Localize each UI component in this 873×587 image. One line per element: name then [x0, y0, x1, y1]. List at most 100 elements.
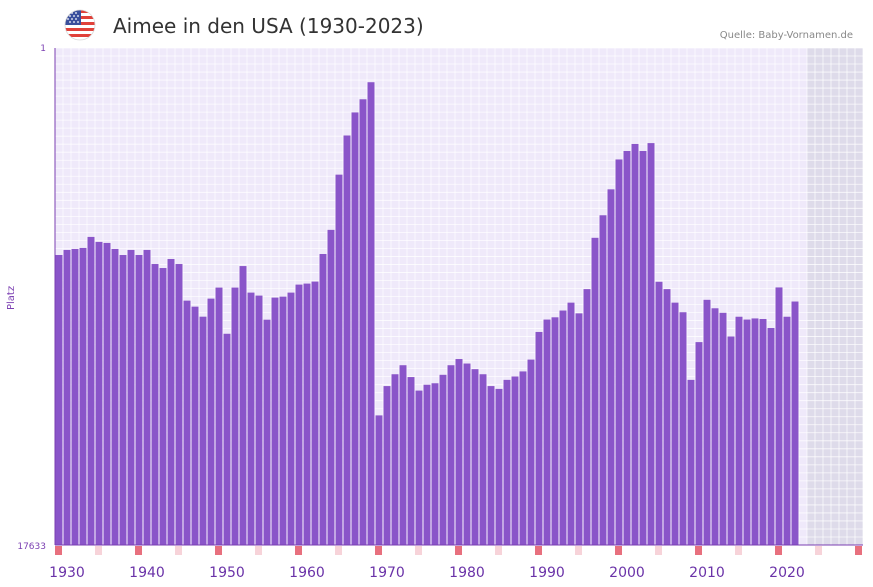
- half-decade-marker-1974: [415, 546, 422, 555]
- bar-1956: [271, 297, 279, 545]
- decade-marker-2019: [775, 546, 782, 555]
- bar-2019: [775, 287, 783, 545]
- bar-2003: [647, 143, 655, 545]
- bar-1966: [351, 112, 359, 546]
- y-tick-label-top: 1: [40, 44, 46, 54]
- bar-1961: [311, 281, 319, 545]
- bar-2005: [663, 289, 671, 545]
- bar-1996: [591, 237, 599, 546]
- half-decade-marker-2004: [655, 546, 662, 555]
- bar-2009: [695, 342, 703, 545]
- half-decade-marker-1964: [335, 546, 342, 555]
- bar-1979: [455, 359, 463, 545]
- bar-1963: [327, 229, 335, 545]
- bar-1988: [527, 359, 535, 545]
- bar-2011: [711, 308, 719, 545]
- bar-1960: [303, 283, 311, 545]
- bars: [55, 82, 799, 546]
- bar-1976: [431, 383, 439, 545]
- decade-markers: [55, 546, 862, 555]
- bar-1934: [95, 241, 103, 546]
- bar-1967: [359, 99, 367, 545]
- bar-1984: [495, 388, 503, 545]
- bar-1946: [191, 306, 199, 545]
- bar-1941: [151, 264, 159, 545]
- bar-1971: [391, 374, 399, 545]
- bar-2010: [703, 299, 711, 545]
- x-tick-label-2020: 2020: [769, 565, 805, 581]
- chart-title: Aimee in den USA (1930-2023): [113, 14, 424, 38]
- bar-1965: [343, 135, 351, 545]
- y-tick-label-bottom: 17633: [17, 542, 46, 552]
- bar-1990: [543, 319, 551, 545]
- bar-1935: [103, 242, 111, 545]
- bar-1999: [615, 159, 623, 545]
- bar-1959: [295, 284, 303, 545]
- decade-marker-1989: [535, 546, 542, 555]
- bar-1964: [335, 174, 343, 545]
- bar-1981: [471, 369, 479, 545]
- bar-1978: [447, 365, 455, 545]
- bar-1958: [287, 292, 295, 545]
- bar-1945: [183, 300, 191, 545]
- bar-2000: [623, 150, 631, 545]
- bar-2002: [639, 150, 647, 545]
- bar-2021: [791, 301, 799, 545]
- bar-1992: [559, 310, 567, 545]
- source-credit: Quelle: Baby-Vornamen.de: [719, 30, 853, 41]
- bar-1930: [63, 249, 71, 545]
- x-tick-label-1940: 1940: [129, 565, 165, 581]
- bar-1937: [119, 255, 127, 545]
- bar-1995: [583, 289, 591, 545]
- bar-1970: [383, 386, 391, 545]
- bar-2001: [631, 143, 639, 545]
- bar-1942: [159, 268, 167, 545]
- bar-1989: [535, 331, 543, 545]
- bar-1948: [207, 298, 215, 545]
- x-tick-label-1970: 1970: [369, 565, 405, 581]
- bar-1931: [71, 248, 79, 545]
- decade-marker-1929: [55, 546, 62, 555]
- bar-2018: [767, 328, 775, 545]
- decade-marker-2009: [695, 546, 702, 555]
- bar-1938: [127, 249, 135, 545]
- bar-1947: [199, 316, 207, 545]
- bar-2004: [655, 281, 663, 545]
- bar-1974: [415, 390, 423, 545]
- decade-marker-1999: [615, 546, 622, 555]
- bar-1939: [135, 255, 143, 545]
- bar-2015: [743, 319, 751, 545]
- half-decade-marker-1994: [575, 546, 582, 555]
- x-tick-labels: 1930 1940 1950 1960 1970 1980 1990 2000 2010 2020: [49, 565, 805, 581]
- bar-2020: [783, 316, 791, 545]
- bar-1950: [223, 333, 231, 545]
- bar-1968: [367, 82, 375, 546]
- bar-1962: [319, 253, 327, 546]
- bar-1969: [375, 415, 383, 545]
- decade-marker-1959: [295, 546, 302, 555]
- bar-1975: [423, 384, 431, 545]
- half-decade-marker-1944: [175, 546, 182, 555]
- bar-1982: [479, 374, 487, 545]
- bar-1957: [279, 296, 287, 545]
- bar-1973: [407, 377, 415, 545]
- bar-1985: [503, 379, 511, 545]
- bar-1977: [439, 374, 447, 545]
- decade-marker-1949: [215, 546, 222, 555]
- bar-1998: [607, 189, 615, 546]
- bar-2016: [751, 318, 759, 545]
- bar-2013: [727, 336, 735, 545]
- decade-marker-1939: [135, 546, 142, 555]
- bar-1994: [575, 313, 583, 545]
- bar-1933: [87, 236, 95, 545]
- bar-1936: [111, 248, 119, 545]
- bar-1943: [167, 259, 175, 545]
- bar-1972: [399, 365, 407, 545]
- bar-2012: [719, 312, 727, 545]
- x-tick-label-2000: 2000: [609, 565, 645, 581]
- half-decade-marker-1934: [95, 546, 102, 555]
- bar-1987: [519, 371, 527, 545]
- bar-1993: [567, 302, 575, 545]
- bar-1953: [247, 292, 255, 545]
